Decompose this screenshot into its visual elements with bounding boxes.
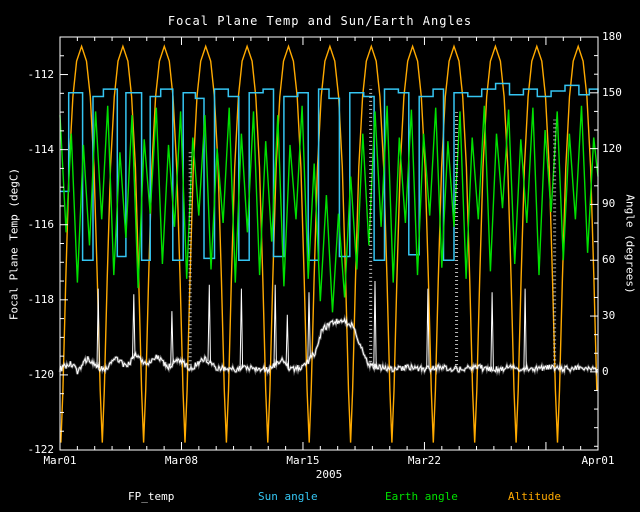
series-line — [374, 281, 376, 367]
right-tick-label: 90 — [602, 198, 615, 210]
series-line — [286, 315, 289, 369]
right-tick-label: 150 — [602, 87, 622, 99]
legend-item-altitude: Altitude — [508, 490, 561, 503]
right-tick-label: 0 — [602, 366, 609, 378]
left-tick-label: -114 — [16, 144, 54, 156]
legend-item-sun-angle: Sun angle — [258, 490, 318, 503]
right-tick-label: 120 — [602, 143, 622, 155]
series-line — [60, 106, 598, 312]
x-axis-year-label: 2005 — [60, 468, 598, 481]
series-line — [308, 292, 311, 361]
right-tick-label: 30 — [602, 310, 615, 322]
left-tick-label: -116 — [16, 219, 54, 231]
x-tick-label: Mar08 — [157, 455, 205, 467]
left-tick-label: -120 — [16, 369, 54, 381]
series-line — [240, 289, 243, 369]
series-line — [133, 294, 136, 359]
left-tick-label: -122 — [16, 444, 54, 456]
series-line — [208, 285, 211, 363]
x-tick-label: Mar22 — [400, 455, 448, 467]
right-tick-label: 60 — [602, 254, 615, 266]
left-tick-label: -118 — [16, 294, 54, 306]
x-tick-label: Mar01 — [36, 455, 84, 467]
x-tick-label: Apr01 — [574, 455, 622, 467]
left-tick-label: -112 — [16, 69, 54, 81]
series-line — [524, 289, 526, 369]
right-axis-title: Angle (degrees) — [624, 194, 637, 293]
chart-title: Focal Plane Temp and Sun/Earth Angles — [0, 14, 640, 28]
x-tick-label: Mar15 — [279, 455, 327, 467]
plot-figure: Focal Plane Temp and Sun/Earth Angles Fo… — [0, 0, 640, 512]
legend-item-earth-angle: Earth angle — [385, 490, 458, 503]
legend-item-fp-temp: FP_temp — [128, 490, 174, 503]
series-line — [491, 292, 494, 369]
right-tick-label: 180 — [602, 31, 622, 43]
series-line — [171, 311, 174, 365]
series-line — [274, 285, 276, 366]
plot-canvas — [0, 0, 640, 512]
